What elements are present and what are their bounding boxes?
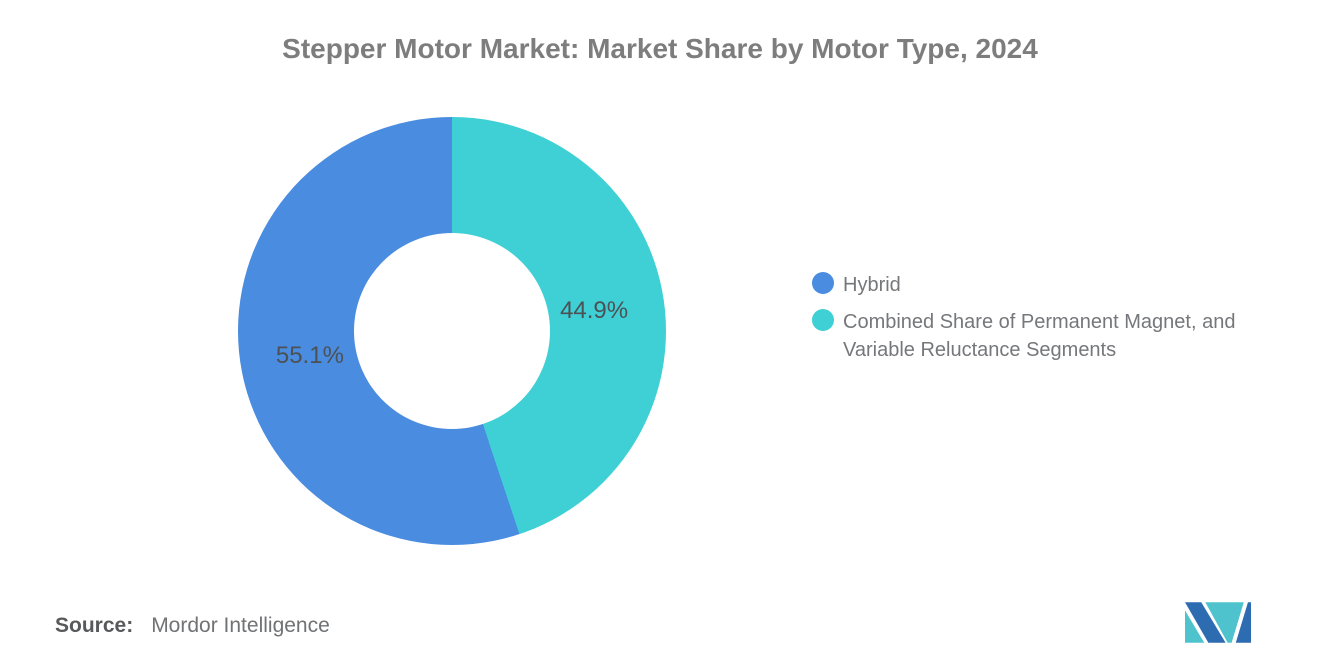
legend-item-combined: Combined Share of Permanent Magnet, and … [812, 308, 1294, 364]
slice-label-hybrid: 55.1% [275, 341, 344, 369]
logo-blue-stripe [1185, 602, 1226, 643]
legend: Hybrid Combined Share of Permanent Magne… [812, 271, 1294, 373]
donut-hole [354, 233, 550, 429]
source-line: Source: Mordor Intelligence [55, 614, 330, 638]
source-value: Mordor Intelligence [151, 614, 330, 637]
logo-right-blue-triangle [1235, 602, 1251, 643]
logo-left-teal-triangle [1185, 610, 1205, 643]
chart-title: Stepper Motor Market: Market Share by Mo… [282, 33, 1038, 64]
source-label: Source: [55, 614, 134, 637]
legend-dot-combined-icon [812, 309, 834, 331]
legend-dot-hybrid-icon [812, 272, 834, 294]
legend-label-combined: Combined Share of Permanent Magnet, and … [843, 311, 1236, 361]
donut-chart: 55.1% 44.9% [238, 117, 666, 545]
logo-mid-teal-shape [1205, 602, 1244, 643]
legend-item-hybrid: Hybrid [812, 271, 1294, 299]
slice-label-combined: 44.9% [560, 296, 629, 324]
mordor-intelligence-logo [1185, 602, 1251, 643]
logo-white-slash [1231, 602, 1248, 643]
legend-label-hybrid: Hybrid [843, 274, 901, 296]
